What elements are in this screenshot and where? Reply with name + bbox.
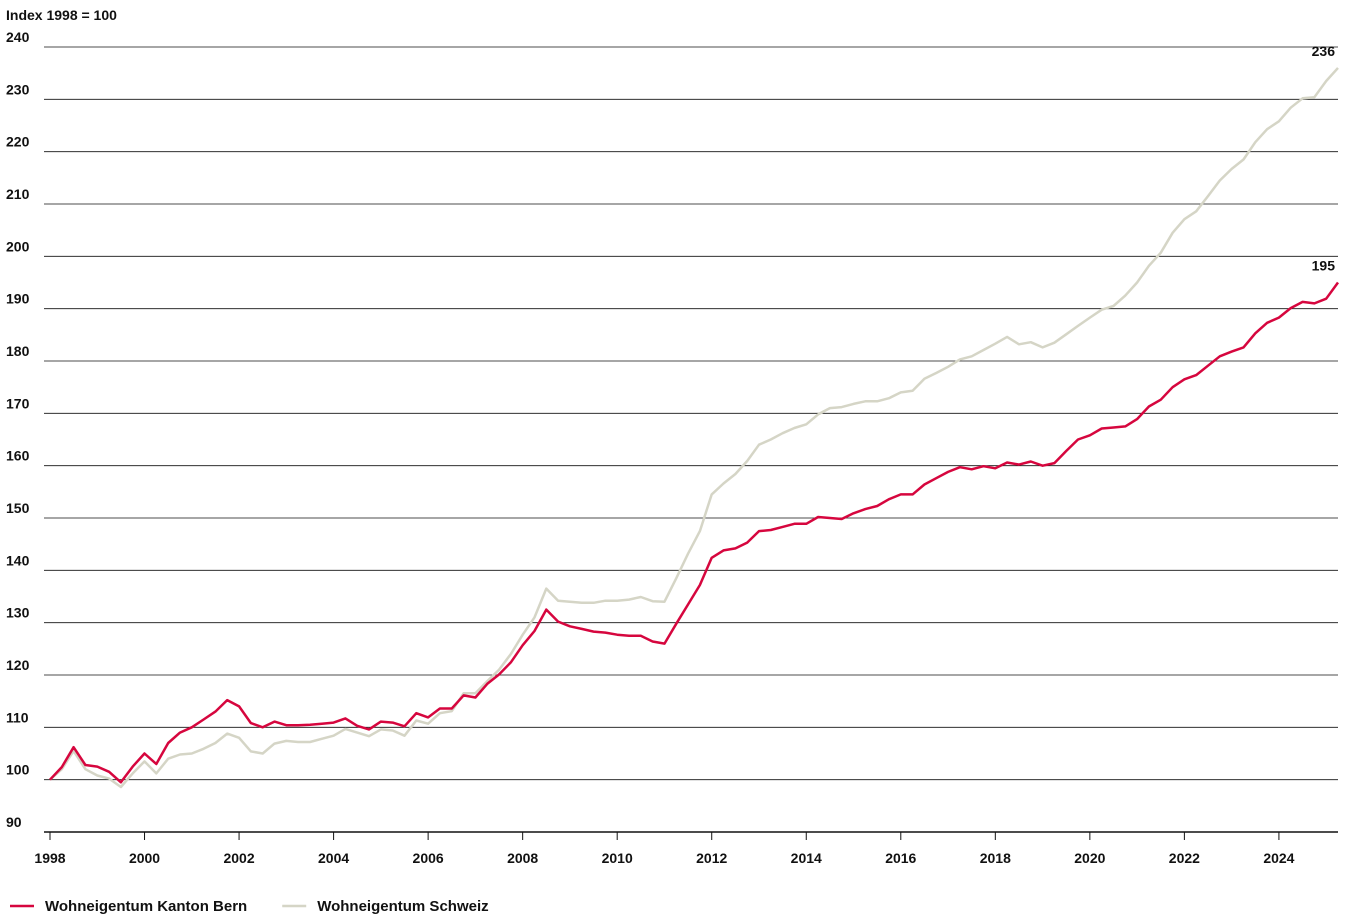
y-tick-label: 210	[6, 186, 30, 202]
x-tick-label: 2018	[980, 850, 1011, 866]
x-tick-label: 2010	[602, 850, 633, 866]
end-label: 195	[1312, 258, 1336, 274]
x-tick-label: 2022	[1169, 850, 1200, 866]
y-tick-label: 160	[6, 448, 30, 464]
y-tick-label: 220	[6, 134, 30, 150]
y-tick-label: 180	[6, 343, 30, 359]
legend-label: Wohneigentum Kanton Bern	[45, 898, 247, 915]
y-tick-label: 170	[6, 395, 30, 411]
y-tick-label: 120	[6, 657, 30, 673]
series-line	[49, 67, 1339, 789]
x-tick-label: 2008	[507, 850, 538, 866]
y-tick-label: 150	[6, 500, 30, 516]
series-line	[49, 281, 1340, 784]
x-tick-label: 2002	[223, 850, 254, 866]
x-tick-label: 2014	[791, 850, 822, 866]
legend-label: Wohneigentum Schweiz	[317, 898, 488, 915]
x-tick-label: 2004	[318, 850, 349, 866]
x-tick-label: 2020	[1074, 850, 1105, 866]
x-tick-label: 2006	[413, 850, 444, 866]
y-tick-label: 140	[6, 552, 30, 568]
x-tick-label: 2016	[885, 850, 916, 866]
y-tick-label: 110	[6, 709, 29, 725]
y-axis-label: Index 1998 = 100	[6, 7, 117, 23]
y-tick-label: 240	[6, 29, 30, 45]
end-label: 236	[1312, 43, 1336, 59]
y-tick-label: 200	[6, 238, 30, 254]
x-tick-label: 2012	[696, 850, 727, 866]
x-tick-label: 2024	[1263, 850, 1294, 866]
y-tick-label: 100	[6, 762, 30, 778]
y-tick-label: 90	[6, 814, 22, 830]
y-tick-label: 190	[6, 291, 30, 307]
y-tick-label: 130	[6, 605, 30, 621]
x-tick-label: 2000	[129, 850, 160, 866]
x-tick-label: 1998	[34, 850, 65, 866]
y-tick-label: 230	[6, 81, 30, 97]
